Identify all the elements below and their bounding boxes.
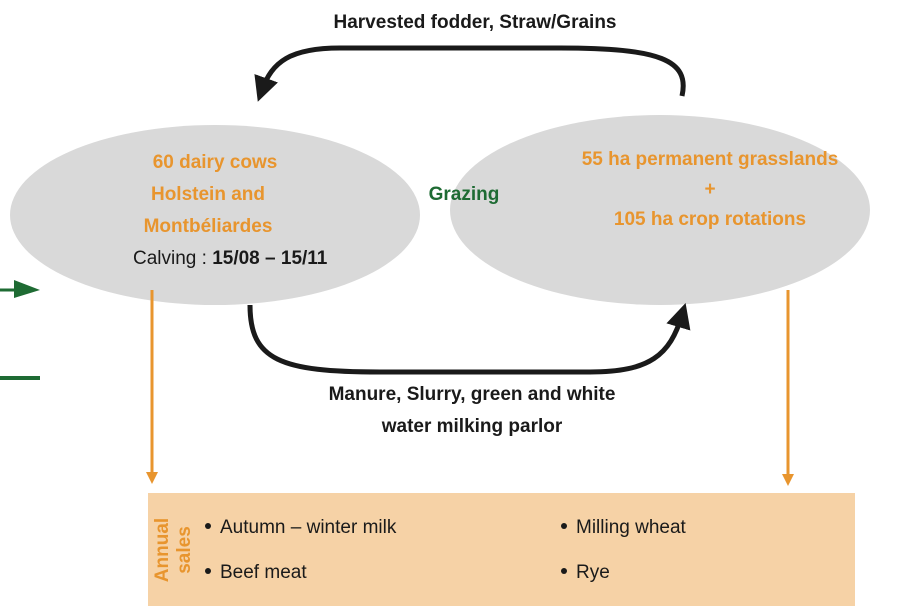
land-line: 105 ha crop rotations [614,209,806,230]
bottom-label: Manure, Slurry, green and white [329,384,616,405]
herd-ellipse [10,125,420,305]
land-ellipse [450,115,870,305]
land-line: 55 ha permanent grasslands [582,149,839,170]
center-label: Grazing [429,184,500,205]
bottom-label: water milking parlor [381,416,563,437]
calving-dates: 15/08 – 15/11 [212,248,328,269]
herd-line: Holstein and [151,184,265,205]
land-line: + [704,179,715,200]
herd-line: Montbéliardes [144,216,273,237]
bullet [561,523,567,529]
manure-arrow [247,303,691,375]
calving: Calving : 15/08 – 15/11 [133,248,328,269]
sales-item: Autumn – winter milk [220,517,397,538]
sales-item: Beef meat [220,562,307,583]
bullet [205,523,211,529]
sales-box [148,493,855,606]
sales-title: Annual [152,518,173,582]
herd-line: 60 dairy cows [153,152,278,173]
bullet [561,568,567,574]
sales-item: Rye [576,562,610,583]
bullet [205,568,211,574]
sales-title: sales [174,526,195,574]
sales-item: Milling wheat [576,517,687,538]
fodder-arrow [254,45,686,102]
top-label: Harvested fodder, Straw/Grains [334,12,617,33]
edge-arrowhead [14,280,40,298]
calving-label: Calving : [133,248,212,269]
